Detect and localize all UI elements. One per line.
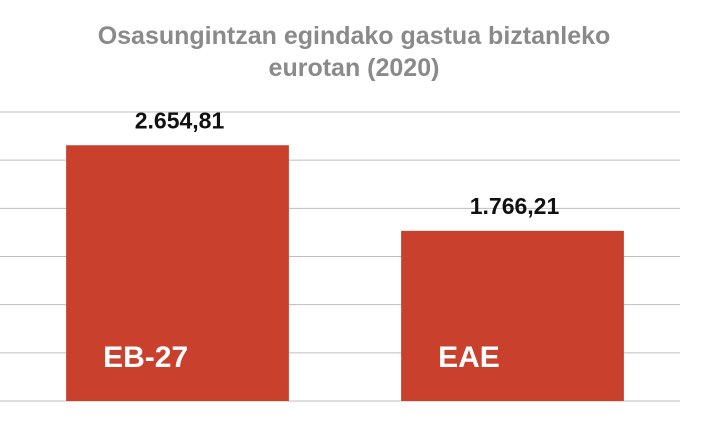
value-label: 1.766,21 (470, 193, 560, 219)
category-label: EAE (438, 341, 500, 374)
bar (401, 230, 624, 401)
bar (66, 145, 289, 401)
category-label: EB-27 (103, 341, 188, 374)
chart-title: Osasungintzan egindako gastua biztanleko… (97, 22, 611, 82)
value-label: 2.654,81 (135, 107, 225, 133)
